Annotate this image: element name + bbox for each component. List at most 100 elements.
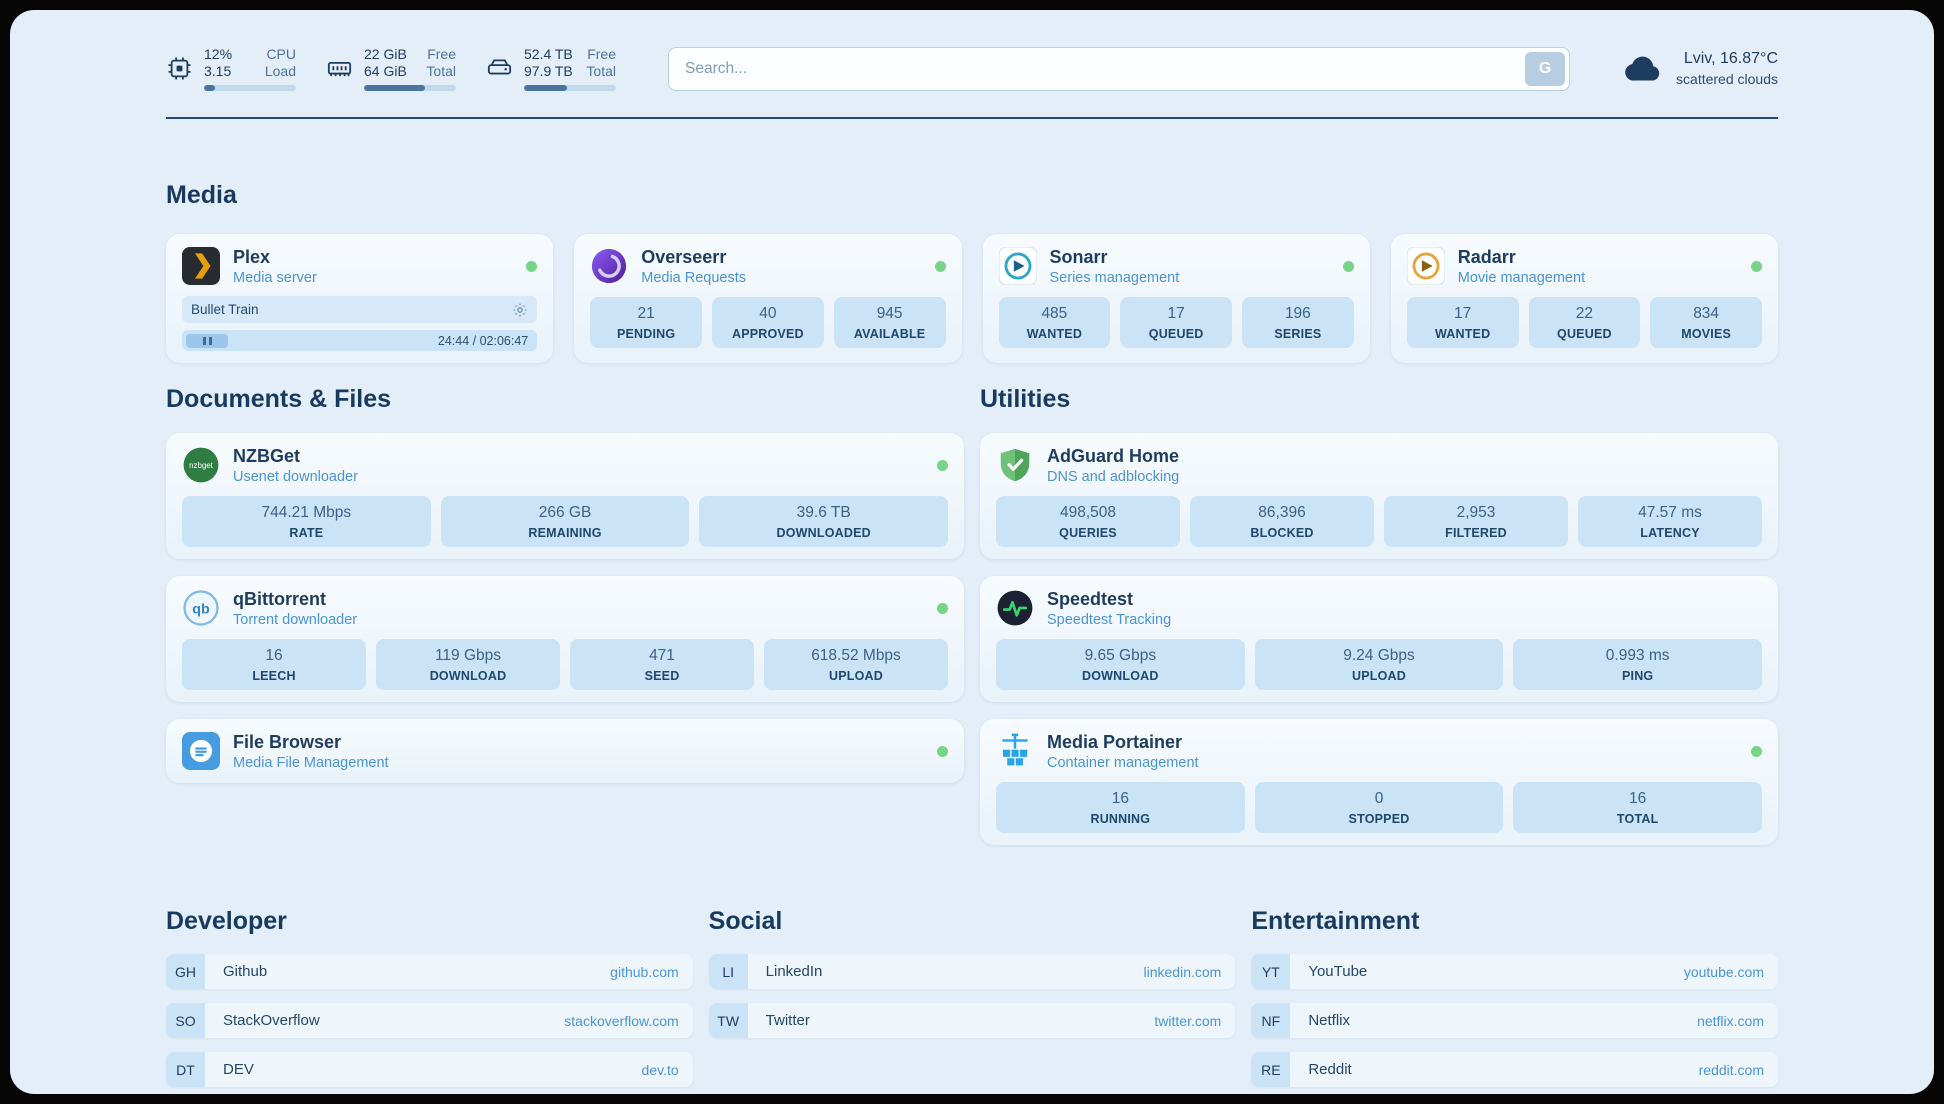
status-dot	[526, 260, 538, 272]
dashboard-frame: 12% CPU 3.15 Load 22 GiB Free 64 GiB Total	[10, 10, 1934, 1094]
bookmark-url: twitter.com	[1154, 1012, 1222, 1029]
disk-total-value: 97.9 TB	[524, 63, 573, 79]
bookmark-group-social: Social LI LinkedIn linkedin.com TW Twitt…	[708, 907, 1236, 1087]
now-playing-title: Bullet Train	[191, 302, 259, 317]
gear-icon[interactable]	[512, 302, 528, 318]
bookmark-reddit[interactable]: RE Reddit reddit.com	[1251, 1052, 1778, 1087]
service-description: Container management	[1047, 755, 1199, 771]
bookmark-name: Reddit	[1308, 1061, 1352, 1078]
service-description: Speedtest Tracking	[1047, 612, 1172, 628]
stat-box: 40 APPROVED	[712, 297, 824, 348]
stat-box: 47.57 ms LATENCY	[1578, 496, 1762, 547]
search-bar[interactable]: G	[668, 46, 1571, 91]
bookmark-url: stackoverflow.com	[564, 1012, 679, 1029]
bookmark-url: netflix.com	[1697, 1012, 1764, 1029]
service-card-portainer[interactable]: Media Portainer Container management 16 R…	[980, 719, 1778, 845]
service-name: File Browser	[233, 732, 342, 752]
service-card-adguard[interactable]: AdGuard Home DNS and adblocking 498,508 Q…	[980, 433, 1778, 559]
filebrowser-icon	[182, 732, 220, 770]
stat-box: 485 WANTED	[998, 297, 1111, 348]
plex-icon	[182, 247, 220, 285]
service-card-nzbget[interactable]: nzbget NZBGet Usenet downloader 744.21 M…	[166, 433, 964, 559]
service-card-qbittorrent[interactable]: qb qBittorrent Torrent downloader 16 LEEC…	[166, 576, 964, 702]
status-dot	[934, 260, 946, 272]
memory-total-value: 64 GiB	[364, 63, 407, 79]
stat-box: 9.24 Gbps UPLOAD	[1254, 639, 1504, 690]
now-playing-row: Bullet Train	[182, 296, 538, 323]
overseerr-icon	[590, 247, 628, 285]
header-bar: 12% CPU 3.15 Load 22 GiB Free 64 GiB Total	[166, 46, 1778, 91]
service-card-radarr[interactable]: Radarr Movie management 17 WANTED 22 QUEUE…	[1390, 234, 1778, 363]
bookmark-name: LinkedIn	[765, 963, 823, 980]
documents-column: Documents & Files nzbget NZBGet Usenet d…	[166, 385, 964, 783]
service-name: Media Portainer	[1047, 732, 1183, 752]
bookmark-stackoverflow[interactable]: SO StackOverflow stackoverflow.com	[166, 1003, 693, 1038]
stat-box: 834 MOVIES	[1650, 297, 1762, 348]
stat-box: 266 GB REMAINING	[440, 496, 690, 547]
bookmark-abbr: GH	[166, 954, 205, 989]
stat-box: 21 PENDING	[590, 297, 702, 348]
bookmark-abbr: DT	[166, 1052, 205, 1087]
cpu-widget: 12% CPU 3.15 Load	[166, 46, 296, 91]
bookmark-youtube[interactable]: YT YouTube youtube.com	[1251, 954, 1778, 989]
disk-icon	[486, 55, 513, 82]
pause-button[interactable]	[186, 333, 228, 348]
stat-box: 17 QUEUED	[1120, 297, 1232, 348]
bookmark-github[interactable]: GH Github github.com	[166, 954, 693, 989]
cloud-icon	[1622, 48, 1664, 90]
stat-box: 16 RUNNING	[996, 782, 1245, 833]
bookmark-dev[interactable]: DT DEV dev.to	[166, 1052, 693, 1087]
bookmark-url: github.com	[610, 963, 679, 980]
service-card-filebrowser[interactable]: File Browser Media File Management	[166, 719, 964, 783]
cpu-usage-value: 12%	[204, 46, 233, 62]
service-card-sonarr[interactable]: Sonarr Series management 485 WANTED 17 QUE…	[982, 234, 1370, 363]
cpu-icon	[166, 55, 193, 82]
service-name: NZBGet	[233, 446, 300, 466]
cpu-progress-bar	[204, 85, 296, 91]
service-description: Series management	[1049, 270, 1180, 286]
stat-box: 0 STOPPED	[1254, 782, 1504, 833]
cpu-load-label: Load	[264, 63, 296, 79]
bookmark-netflix[interactable]: NF Netflix netflix.com	[1251, 1003, 1778, 1038]
service-description: Torrent downloader	[233, 612, 358, 628]
stat-box: 22 QUEUED	[1528, 297, 1641, 348]
section-title-social: Social	[708, 907, 783, 935]
bookmark-url: reddit.com	[1698, 1061, 1764, 1078]
weather-location: Lviv, 16.87°C	[1683, 50, 1778, 67]
status-dot	[1751, 260, 1762, 272]
bookmark-abbr: RE	[1251, 1052, 1291, 1087]
bookmark-name: Twitter	[765, 1012, 810, 1029]
status-dot	[937, 459, 948, 471]
section-title-media: Media	[166, 181, 237, 209]
memory-total-label: Total	[426, 63, 456, 79]
service-card-overseerr[interactable]: Overseerr Media Requests 21 PENDING 40 APP…	[574, 234, 962, 363]
service-name: Overseerr	[641, 247, 727, 267]
stat-box: 744.21 Mbps RATE	[182, 496, 431, 547]
bookmark-abbr: LI	[708, 954, 748, 989]
stat-box: 9.65 Gbps DOWNLOAD	[996, 639, 1245, 690]
search-provider-button[interactable]: G	[1525, 51, 1566, 86]
bookmark-abbr: TW	[708, 1003, 748, 1038]
memory-free-label: Free	[427, 46, 456, 62]
service-description: Movie management	[1457, 270, 1586, 286]
weather-condition: scattered clouds	[1676, 71, 1778, 87]
service-card-plex[interactable]: Plex Media server Bullet Train	[166, 234, 554, 363]
utilities-column: Utilities AdGuard Home DNS and adblockin…	[980, 385, 1778, 845]
weather-widget: Lviv, 16.87°C scattered clouds	[1622, 48, 1778, 90]
bookmark-twitter[interactable]: TW Twitter twitter.com	[708, 1003, 1236, 1038]
speedtest-icon	[996, 589, 1034, 627]
disk-widget: 52.4 TB Free 97.9 TB Total	[486, 46, 616, 91]
memory-widget: 22 GiB Free 64 GiB Total	[326, 46, 456, 91]
search-input[interactable]	[668, 46, 1571, 91]
service-card-speedtest[interactable]: Speedtest Speedtest Tracking 9.65 Gbps DO…	[980, 576, 1778, 702]
disk-total-label: Total	[586, 63, 616, 79]
stat-box: 16 TOTAL	[1513, 782, 1763, 833]
stat-box: 39.6 TB DOWNLOADED	[699, 496, 949, 547]
portainer-icon	[996, 732, 1034, 770]
bookmark-linkedin[interactable]: LI LinkedIn linkedin.com	[708, 954, 1236, 989]
service-name: qBittorrent	[233, 589, 326, 609]
status-dot	[937, 745, 948, 757]
stat-box: 86,396 BLOCKED	[1190, 496, 1374, 547]
section-title-utilities: Utilities	[980, 385, 1071, 413]
bookmark-group-developer: Developer GH Github github.com SO StackO…	[166, 907, 693, 1087]
